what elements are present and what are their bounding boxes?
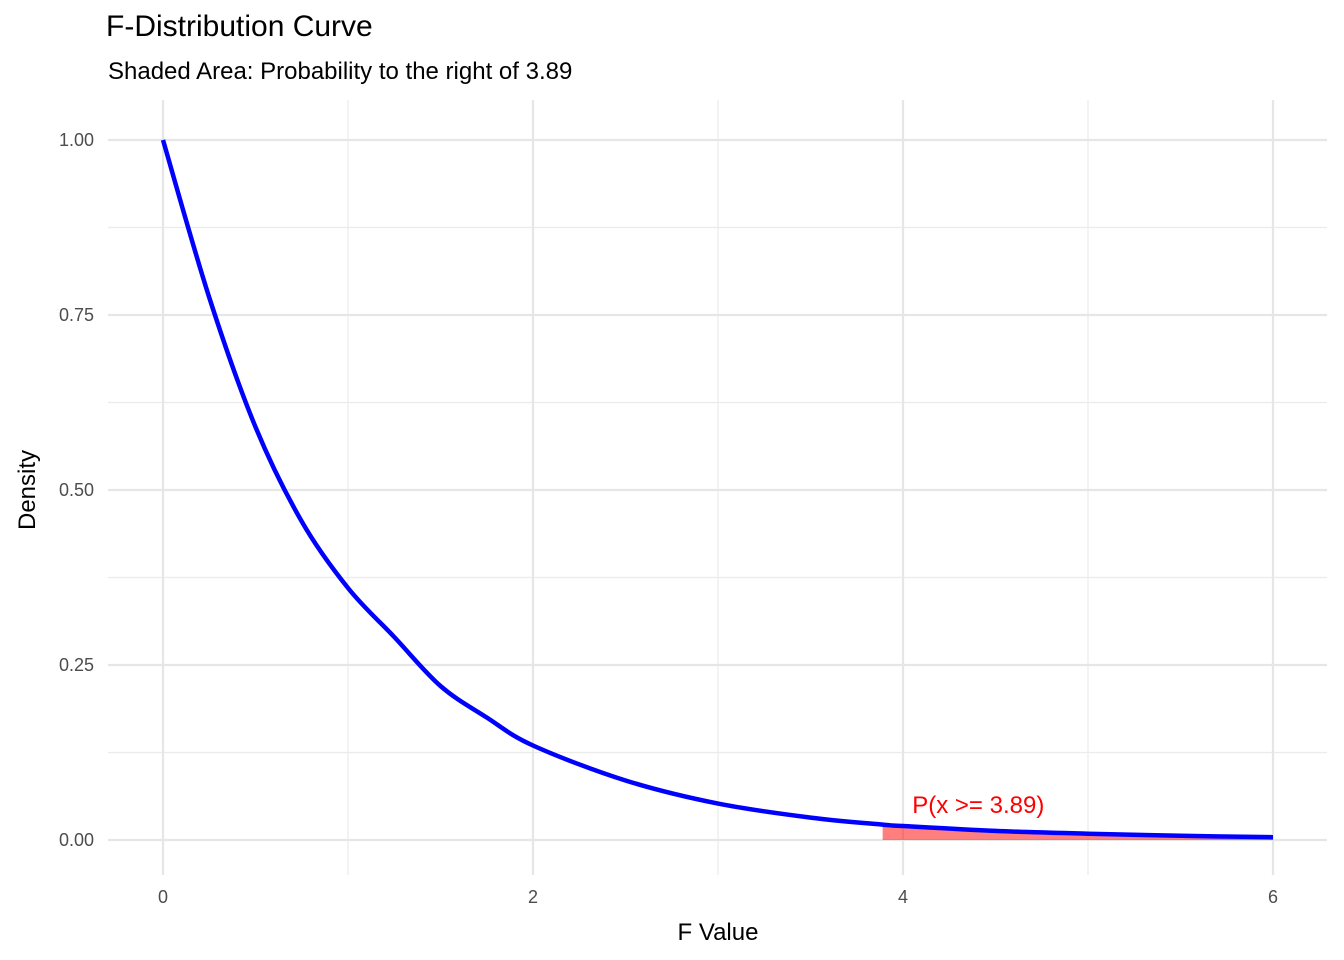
annotation-label: P(x >= 3.89): [912, 792, 1044, 819]
y-tick-label: 0.25: [59, 655, 94, 675]
x-tick-label: 6: [1268, 887, 1278, 907]
density-curve: [160, 139, 1274, 840]
x-tick-label: 2: [528, 887, 538, 907]
y-tick-label: 0.50: [59, 480, 94, 500]
chart-subtitle: Shaded Area: Probability to the right of…: [108, 58, 573, 85]
chart-title: F-Distribution Curve: [106, 10, 373, 43]
y-tick-label: 0.00: [59, 830, 94, 850]
y-axis-ticks: 0.00 0.25 0.50 0.75 1.00: [59, 130, 94, 850]
y-axis-title: Density: [14, 450, 41, 530]
x-axis-ticks: 0 2 4 6: [158, 887, 1278, 907]
y-tick-label: 1.00: [59, 130, 94, 150]
density-curve-layer: [160, 139, 1274, 840]
x-tick-label: 4: [898, 887, 908, 907]
grid-lines: [108, 100, 1327, 875]
x-axis-title: F Value: [678, 919, 759, 946]
y-tick-label: 0.75: [59, 305, 94, 325]
x-tick-label: 0: [158, 887, 168, 907]
